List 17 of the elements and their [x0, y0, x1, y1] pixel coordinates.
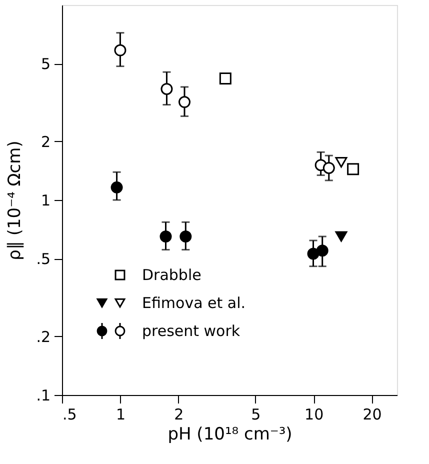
- x-tick-label: 2: [174, 406, 184, 424]
- legend-label: Efimova et al.: [142, 294, 246, 312]
- y-axis-title: ρ∥ (10⁻⁴ Ωcm): [5, 140, 26, 260]
- y-tick-label: 1: [40, 192, 50, 210]
- y-tick-label: .2: [36, 328, 50, 346]
- x-tick-label: 20: [362, 406, 382, 424]
- x-tick-label: 5: [251, 406, 261, 424]
- y-tick-label: .5: [36, 250, 50, 268]
- legend-label: Drabble: [142, 266, 202, 284]
- y-tick-label: 2: [40, 132, 50, 151]
- x-tick-label: 1: [116, 406, 126, 424]
- y-tick-label: 5: [40, 55, 50, 74]
- legend-label: present work: [142, 322, 240, 340]
- y-tick-label: .1: [36, 386, 50, 404]
- x-tick-label: 10: [304, 406, 324, 424]
- x-axis-title: pH (10¹⁸ cm⁻³): [168, 424, 292, 444]
- x-tick-label: .5: [62, 406, 77, 424]
